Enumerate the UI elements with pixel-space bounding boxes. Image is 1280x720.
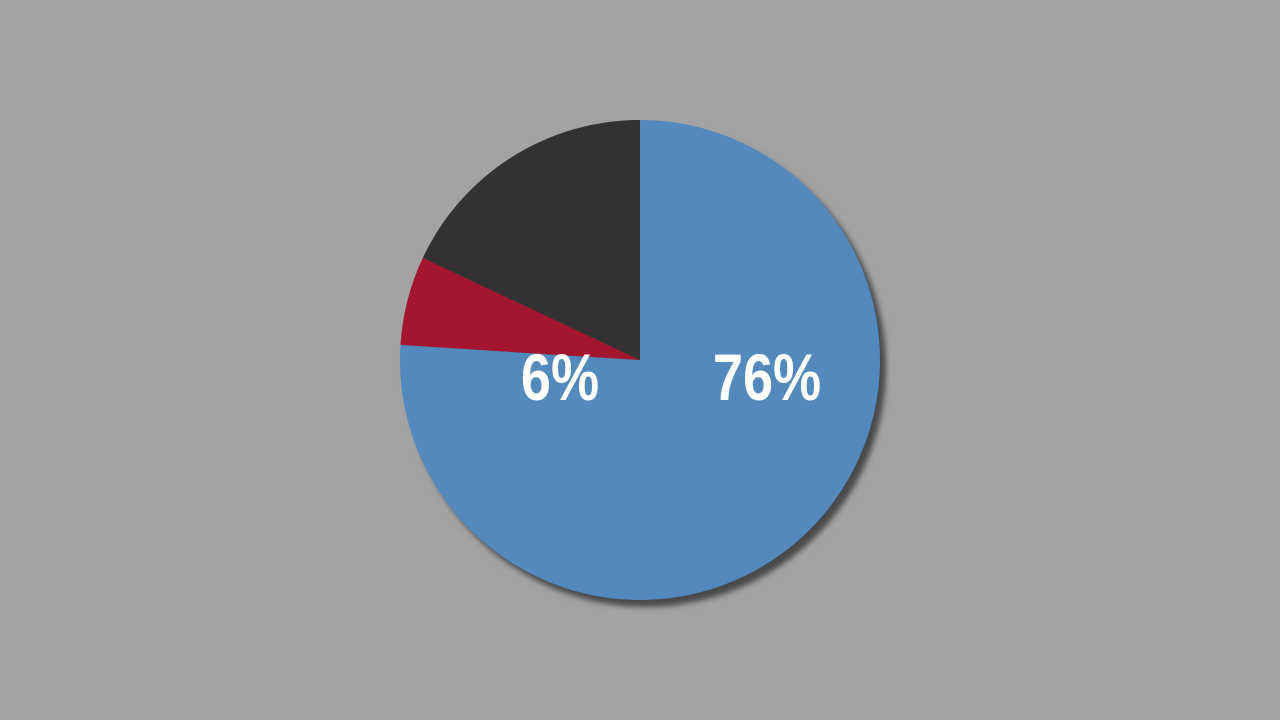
pie-slice-2 [422,120,640,360]
slice-label-6: 6% [521,340,599,414]
slice-label-76: 76% [713,340,821,414]
pie-slice-1 [400,257,640,360]
